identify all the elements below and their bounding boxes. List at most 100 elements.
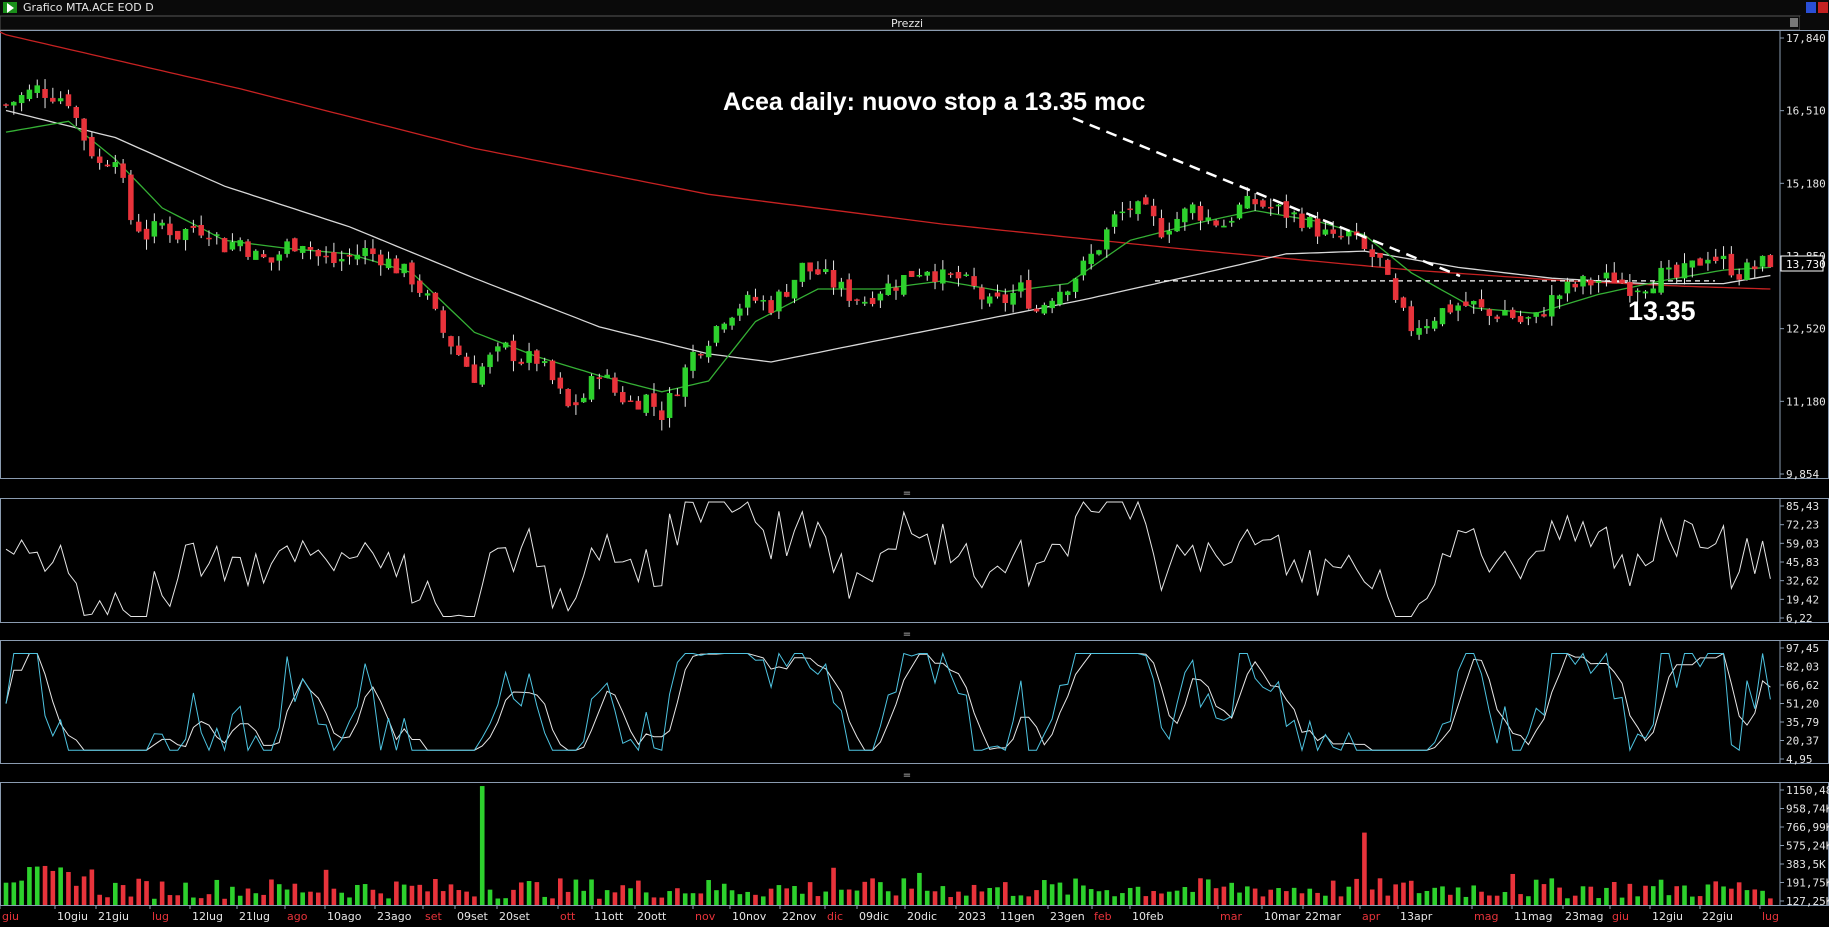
- volume-bar: [987, 887, 992, 905]
- candle-body: [143, 228, 150, 240]
- candle-body: [651, 393, 657, 407]
- candle-body: [1720, 255, 1727, 260]
- volume-bar: [760, 896, 766, 905]
- pane-frame-sto: [0, 640, 1829, 764]
- candle-body: [354, 254, 361, 260]
- stoch-k-line: [5, 651, 1771, 753]
- volume-bar: [1307, 888, 1313, 905]
- date-tick-label: 09dic: [859, 910, 889, 923]
- volume-axis-tick-label: 191,75K: [1786, 877, 1829, 890]
- volume-bar: [870, 878, 875, 905]
- stoch-axis-tick-label: 4,95: [1786, 753, 1813, 766]
- pane-separator-3[interactable]: =: [903, 770, 911, 781]
- date-tick-label: apr: [1362, 910, 1381, 923]
- date-tick-label: 23ago: [377, 910, 412, 923]
- candle-body: [151, 221, 158, 237]
- window-close-icon[interactable]: [1818, 2, 1828, 13]
- candle-body: [1408, 306, 1415, 332]
- volume-bar: [1604, 887, 1609, 905]
- candle-body: [1377, 253, 1383, 258]
- volume-bar: [573, 879, 579, 905]
- volume-bar: [612, 892, 618, 905]
- volume-bar: [1518, 894, 1523, 905]
- pane-separator-1[interactable]: =: [903, 488, 911, 499]
- volume-bar: [1588, 886, 1594, 905]
- candle-body: [1525, 317, 1532, 319]
- pane-separator-2[interactable]: =: [903, 629, 911, 640]
- volume-bar: [604, 890, 610, 905]
- candle-body: [175, 230, 181, 240]
- volume-bar: [222, 898, 227, 905]
- rsi-axis-tick-label: 45,83: [1786, 556, 1819, 569]
- candle-body: [1564, 281, 1571, 294]
- candle-body: [1072, 278, 1079, 292]
- date-tick-label: 10mar: [1264, 910, 1300, 923]
- candle-body: [940, 269, 946, 284]
- volume-bar: [768, 888, 774, 905]
- date-tick-label: 21lug: [239, 910, 270, 923]
- candle-body: [705, 345, 712, 358]
- candle-body: [229, 242, 236, 250]
- panel-scroll-handle-icon[interactable]: [1790, 18, 1798, 27]
- candle-body: [487, 354, 493, 368]
- candle-body: [799, 262, 806, 282]
- volume-bar: [425, 891, 430, 905]
- play-arrow-icon: [7, 3, 14, 13]
- candle-body: [1634, 290, 1641, 293]
- candle-body: [1541, 314, 1547, 317]
- volume-bar: [1729, 888, 1734, 905]
- volume-bar: [1182, 887, 1188, 905]
- volume-bar: [597, 898, 602, 905]
- date-tick-label: 12giu: [1652, 910, 1683, 923]
- volume-bar: [1229, 882, 1235, 905]
- candle-body: [448, 336, 454, 347]
- candle-body: [495, 346, 501, 352]
- volume-bar: [1065, 894, 1071, 905]
- candle-body: [534, 350, 540, 364]
- volume-bar: [175, 895, 181, 905]
- candle-body: [877, 293, 884, 301]
- volume-bar: [1557, 887, 1562, 905]
- volume-bar: [1752, 889, 1758, 905]
- candle-body: [159, 222, 165, 226]
- candle-body: [1447, 304, 1454, 313]
- volume-bar: [1159, 893, 1164, 905]
- rsi-axis-tick-label: 32,62: [1786, 575, 1819, 588]
- candle-body: [690, 351, 696, 371]
- volume-bar: [534, 882, 540, 905]
- volume-bar: [1611, 882, 1617, 905]
- volume-bar: [1479, 891, 1484, 905]
- candle-body: [1470, 300, 1477, 305]
- candle-body: [573, 402, 579, 406]
- candle-body: [440, 310, 446, 333]
- volume-bar: [932, 891, 938, 905]
- date-tick-label: 2023: [958, 910, 986, 923]
- candle-body: [120, 163, 126, 178]
- volume-bar: [1580, 886, 1586, 905]
- candle-body: [612, 377, 618, 393]
- candle-body: [1392, 278, 1399, 300]
- volume-bar: [940, 886, 946, 905]
- candle-body: [1002, 294, 1009, 303]
- volume-bar: [34, 866, 40, 905]
- candle-body: [65, 94, 72, 107]
- volume-bar: [667, 891, 672, 905]
- price-axis-tick-label: 17,840: [1786, 32, 1826, 45]
- candle-body: [674, 394, 681, 397]
- candle-body: [1197, 205, 1204, 221]
- date-tick-label: dic: [827, 910, 843, 923]
- candle-body: [1588, 280, 1594, 286]
- volume-bar: [971, 884, 977, 905]
- volume-bar: [581, 890, 587, 905]
- window-restore-icon[interactable]: [1806, 2, 1816, 13]
- candle-body: [947, 273, 954, 275]
- volume-bar: [253, 893, 259, 905]
- volume-bar: [159, 881, 165, 905]
- candle-body: [331, 252, 337, 263]
- volume-bar: [714, 890, 719, 905]
- candle-body: [588, 376, 595, 400]
- candle-body: [1182, 208, 1188, 223]
- date-tick-label: 11mag: [1514, 910, 1552, 923]
- date-tick-label: 09set: [457, 910, 488, 923]
